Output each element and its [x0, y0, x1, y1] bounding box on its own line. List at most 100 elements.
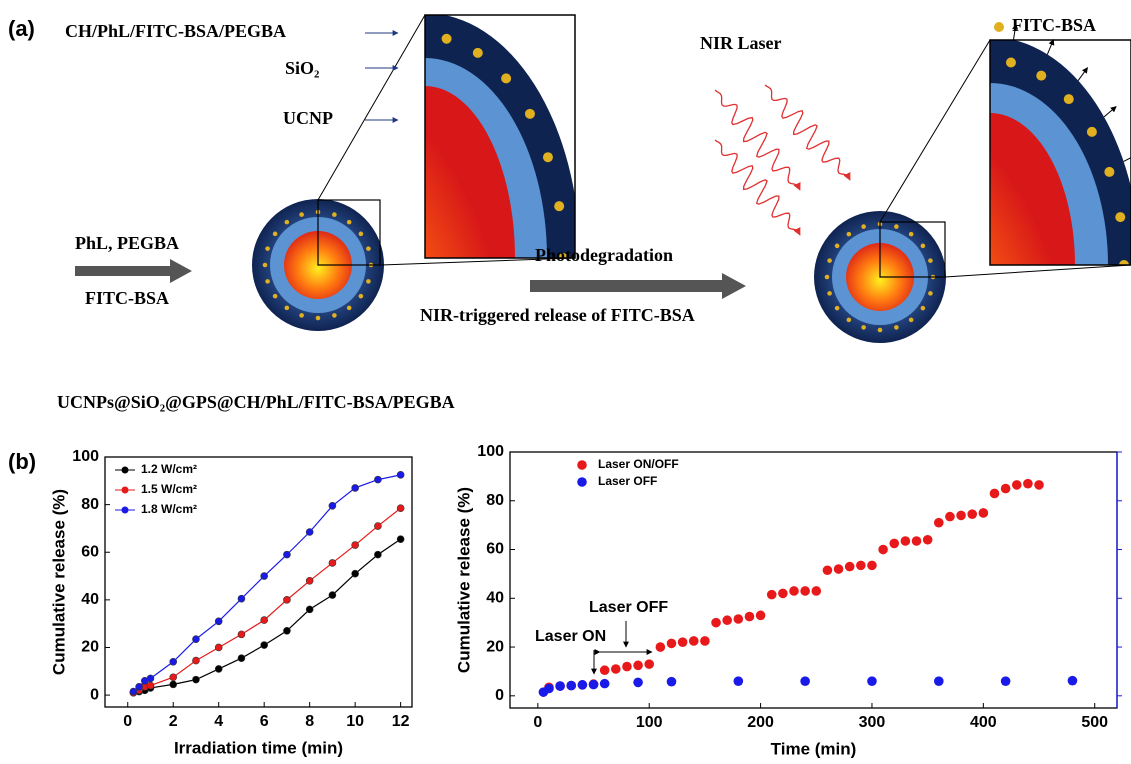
data-point: [734, 676, 744, 686]
release-arrow: [1078, 68, 1087, 81]
figure: (a) CH/PhL/FITC-BSA/PEGBA SiO₂ UCNP NIR …: [0, 0, 1131, 764]
cargo-dot: [554, 201, 564, 211]
cargo-dot: [1087, 127, 1097, 137]
data-point: [678, 637, 688, 647]
data-point: [147, 682, 154, 689]
x-tick-label: 0: [123, 713, 132, 730]
data-point: [756, 611, 766, 621]
y-axis-label: Cumulative release (%): [454, 487, 473, 673]
data-point: [130, 688, 137, 695]
zoom-line: [880, 40, 990, 222]
cargo-dot: [525, 109, 535, 119]
data-point: [238, 595, 245, 602]
y-tick-label: 40: [486, 590, 504, 607]
y-tick-label: 80: [486, 492, 504, 509]
cargo-dot: [347, 306, 352, 311]
data-point: [215, 618, 222, 625]
data-point: [352, 542, 359, 549]
laser-wave: [765, 85, 850, 180]
process-arrow: [75, 259, 192, 283]
x-tick-label: 100: [636, 714, 663, 731]
data-point: [329, 502, 336, 509]
cargo-dot: [285, 306, 290, 311]
x-tick-label: 500: [1081, 714, 1108, 731]
cargo-dot: [1036, 71, 1046, 81]
cargo-dot: [359, 232, 364, 237]
data-point: [589, 680, 599, 690]
cargo-dot: [273, 294, 278, 299]
cargo-dot: [366, 246, 371, 251]
y-tick-label: 100: [477, 443, 504, 460]
data-point: [800, 676, 810, 686]
cargo-dot: [921, 306, 926, 311]
data-point: [1068, 676, 1078, 686]
data-point: [261, 617, 268, 624]
data-point: [170, 681, 177, 688]
cargo-dot: [359, 294, 364, 299]
cargo-dot: [847, 232, 852, 237]
cargo-dot: [921, 244, 926, 249]
cargo-dot: [909, 318, 914, 323]
data-point: [397, 471, 404, 478]
laser-waves: [715, 85, 850, 235]
data-point: [283, 596, 290, 603]
data-point: [722, 615, 732, 625]
data-point: [1012, 480, 1022, 490]
data-point: [261, 642, 268, 649]
zoom-line: [945, 265, 1131, 277]
label: SiO₂: [285, 58, 319, 78]
label: Photodegradation: [535, 245, 673, 265]
data-point: [711, 618, 721, 628]
data-point: [1034, 480, 1044, 490]
data-point: [945, 512, 955, 522]
y-tick-label: 60: [486, 541, 504, 558]
y-tick-label: 80: [81, 496, 99, 513]
legend-marker: [122, 467, 129, 474]
data-point: [934, 676, 944, 686]
x-tick-label: 4: [214, 713, 223, 730]
x-axis-label: Time (min): [771, 739, 857, 758]
cargo-dot: [827, 258, 832, 263]
data-point: [734, 614, 744, 624]
data-point: [834, 564, 844, 574]
data-point: [306, 529, 313, 536]
data-point: [283, 551, 290, 558]
data-point: [878, 545, 888, 555]
data-point: [147, 675, 154, 682]
data-point: [956, 511, 966, 521]
data-point: [800, 586, 810, 596]
label: FITC-BSA: [1012, 15, 1096, 35]
cargo-dot: [827, 291, 832, 296]
series-line: [133, 539, 400, 693]
cargo-dot: [909, 232, 914, 237]
data-point: [1001, 484, 1011, 494]
data-point: [923, 535, 933, 545]
cargo-dot: [473, 48, 483, 58]
data-point: [306, 577, 313, 584]
label: UCNPs@SiO₂@GPS@CH/PhL/FITC-BSA/PEGBA: [57, 392, 455, 412]
data-point: [374, 523, 381, 530]
data-point: [283, 627, 290, 634]
y-axis-label: Cumulative release (%): [49, 489, 68, 675]
release-arrow: [1047, 40, 1053, 55]
y-tick-label: 20: [486, 638, 504, 655]
y-tick-label: 100: [72, 448, 99, 465]
zoom-line: [318, 15, 425, 200]
cargo-dot: [543, 152, 553, 162]
cargo-dot: [1006, 58, 1016, 68]
cargo-dot: [285, 220, 290, 225]
y-tick-label: 20: [81, 639, 99, 656]
data-point: [215, 644, 222, 651]
label: UCNP: [283, 108, 333, 128]
cargo-dot: [263, 263, 268, 268]
data-point: [979, 508, 989, 518]
panel-label: (a): [8, 16, 35, 41]
data-point: [238, 631, 245, 638]
data-point: [811, 586, 821, 596]
legend-marker: [577, 460, 587, 470]
data-point: [778, 589, 788, 599]
data-point: [238, 655, 245, 662]
data-point: [555, 681, 565, 691]
data-point: [845, 562, 855, 572]
y-tick-label: 40: [81, 591, 99, 608]
